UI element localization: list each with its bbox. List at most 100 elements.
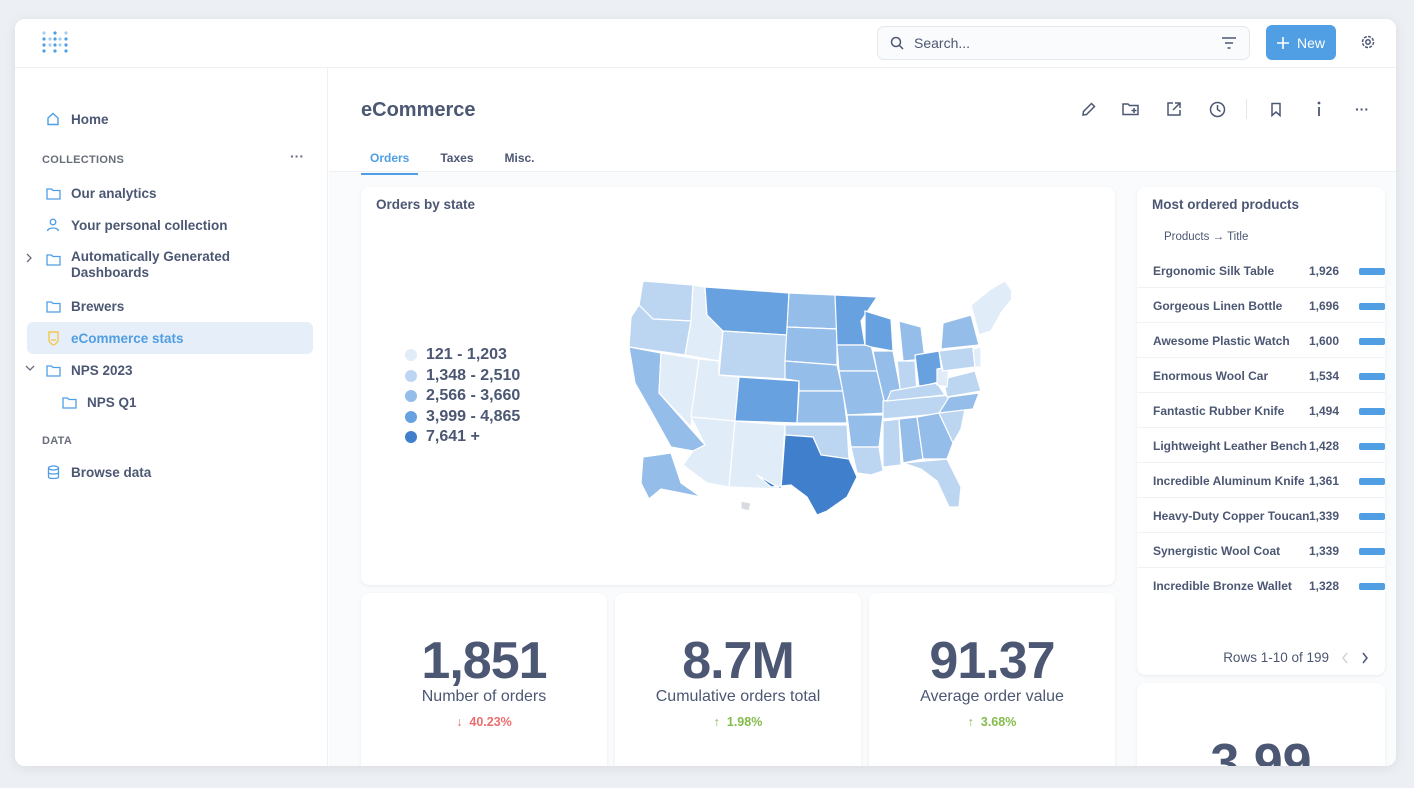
share-button[interactable] bbox=[1160, 95, 1188, 123]
scalar-delta: ↑ 1.98% bbox=[615, 715, 861, 729]
table-row[interactable]: Incredible Bronze Wallet 1,328 bbox=[1137, 568, 1385, 603]
table-row[interactable]: Heavy-Duty Copper Toucan 1,339 bbox=[1137, 498, 1385, 533]
table-row[interactable]: Ergonomic Silk Table 1,926 bbox=[1137, 253, 1385, 288]
add-to-collection-button[interactable] bbox=[1117, 95, 1145, 123]
cumulative-orders-total-card[interactable]: 8.7M Cumulative orders total ↑ 1.98% bbox=[615, 593, 861, 766]
state-ak[interactable] bbox=[640, 452, 702, 500]
folder-icon bbox=[45, 187, 61, 200]
sidebar-item-ecommerce-stats[interactable]: eCommerce stats bbox=[27, 322, 313, 354]
state-va[interactable] bbox=[942, 370, 982, 398]
tab-misc[interactable]: Misc. bbox=[504, 151, 535, 165]
sidebar: Home COLLECTIONS ··· Our analytics Your … bbox=[15, 68, 328, 766]
table-row[interactable]: Lightweight Leather Bench 1,428 bbox=[1137, 428, 1385, 463]
tab-orders[interactable]: Orders bbox=[361, 149, 419, 175]
chevron-right-icon[interactable] bbox=[25, 253, 33, 263]
state-nm[interactable] bbox=[728, 420, 786, 490]
folder-icon bbox=[45, 364, 61, 377]
scalar-value: 3.99 bbox=[1210, 734, 1312, 766]
history-button[interactable] bbox=[1203, 95, 1231, 123]
sidebar-item-browse-data[interactable]: Browse data bbox=[27, 456, 313, 488]
pencil-icon bbox=[1081, 101, 1096, 116]
scalar-delta: ↑ 3.68% bbox=[869, 715, 1115, 729]
tab-taxes[interactable]: Taxes bbox=[440, 151, 474, 165]
chevron-right-icon[interactable] bbox=[1361, 652, 1369, 664]
search-bar[interactable]: Search... bbox=[877, 26, 1250, 60]
state-mn[interactable] bbox=[834, 294, 879, 346]
delta-value: 1.98% bbox=[726, 715, 763, 729]
chevron-down-icon[interactable] bbox=[25, 364, 35, 372]
number-of-orders-card[interactable]: 1,851 Number of orders ↓ 40.23% bbox=[361, 593, 607, 766]
legend-swatch bbox=[405, 349, 417, 362]
dashboard-title[interactable]: eCommerce bbox=[361, 99, 476, 121]
info-button[interactable] bbox=[1305, 95, 1333, 123]
table-row[interactable]: Fantastic Rubber Knife 1,494 bbox=[1137, 393, 1385, 428]
legend-label: 3,999 - 4,865 bbox=[426, 407, 521, 425]
sidebar-item-home[interactable]: Home bbox=[27, 103, 313, 135]
more-options-button[interactable]: ··· bbox=[1355, 101, 1369, 117]
edit-button[interactable] bbox=[1074, 95, 1102, 123]
orders-by-state-card[interactable]: Orders by state 121 - 1,203 1,348 - 2,51… bbox=[361, 187, 1115, 585]
table-row[interactable]: Incredible Aluminum Knife 1,361 bbox=[1137, 463, 1385, 498]
sidebar-item-auto-dashboards[interactable]: Automatically Generated Dashboards bbox=[25, 249, 313, 289]
state-ny[interactable] bbox=[940, 314, 980, 350]
scalar-label: Number of orders bbox=[421, 688, 547, 705]
most-ordered-products-card[interactable]: Most ordered products Products → Title E… bbox=[1137, 187, 1385, 675]
cell-title: Ergonomic Silk Table bbox=[1153, 264, 1275, 278]
partial-scalar-card[interactable]: 3.99 bbox=[1137, 683, 1385, 766]
table-row[interactable]: Awesome Plastic Watch 1,600 bbox=[1137, 323, 1385, 358]
us-map[interactable] bbox=[621, 275, 1011, 515]
state-tx[interactable] bbox=[756, 434, 858, 515]
delta-value: 3.68% bbox=[980, 715, 1017, 729]
state-co[interactable] bbox=[734, 376, 800, 424]
sidebar-item-label: Your personal collection bbox=[71, 217, 228, 233]
filter-icon[interactable] bbox=[1221, 36, 1237, 50]
dashboard-area: eCommerce ··· Orders Taxes Misc. Orders … bbox=[329, 68, 1396, 766]
state-nc[interactable] bbox=[937, 392, 980, 414]
cell-title: Lightweight Leather Bench bbox=[1153, 439, 1308, 453]
state-wy[interactable] bbox=[718, 330, 788, 380]
legend-label: 121 - 1,203 bbox=[426, 346, 507, 364]
state-wi[interactable] bbox=[864, 310, 894, 352]
state-pa[interactable] bbox=[938, 346, 976, 372]
new-button[interactable]: New bbox=[1266, 25, 1336, 60]
state-ms[interactable] bbox=[882, 418, 902, 468]
search-input[interactable]: Search... bbox=[914, 35, 971, 51]
state-ar[interactable] bbox=[846, 414, 884, 448]
collections-more-icon[interactable]: ··· bbox=[290, 148, 304, 164]
state-ky[interactable] bbox=[886, 382, 947, 402]
sidebar-item-our-analytics[interactable]: Our analytics bbox=[27, 177, 313, 209]
sidebar-item-brewers[interactable]: Brewers bbox=[27, 290, 313, 322]
state-la[interactable] bbox=[850, 446, 884, 476]
cell-count: 1,428 bbox=[1308, 439, 1339, 453]
state-fl[interactable] bbox=[902, 458, 962, 508]
official-collection-icon bbox=[47, 330, 59, 346]
table-row[interactable]: Enormous Wool Car 1,534 bbox=[1137, 358, 1385, 393]
state-nv[interactable] bbox=[658, 352, 700, 429]
sidebar-item-nps-q1[interactable]: NPS Q1 bbox=[27, 386, 313, 418]
state-ks[interactable] bbox=[796, 390, 848, 424]
chevron-left-icon[interactable] bbox=[1341, 652, 1349, 664]
metabase-logo[interactable] bbox=[41, 30, 69, 54]
cell-count: 1,328 bbox=[1308, 579, 1339, 593]
state-nj[interactable] bbox=[972, 346, 982, 368]
state-hi[interactable] bbox=[740, 500, 752, 512]
sidebar-item-label: Home bbox=[71, 111, 109, 127]
sidebar-item-nps-2023[interactable]: NPS 2023 bbox=[25, 354, 313, 386]
cell-count: 1,339 bbox=[1308, 509, 1339, 523]
state-nd[interactable] bbox=[786, 292, 838, 330]
average-order-value-card[interactable]: 91.37 Average order value ↑ 3.68% bbox=[869, 593, 1115, 766]
arrow-down-icon: ↓ bbox=[456, 715, 463, 729]
arrow-up-icon: ↑ bbox=[713, 715, 720, 729]
column-header[interactable]: Products → Title bbox=[1164, 231, 1249, 243]
state-ia[interactable] bbox=[836, 344, 878, 372]
state-new-england[interactable] bbox=[970, 280, 1011, 336]
table-row[interactable]: Synergistic Wool Coat 1,339 bbox=[1137, 533, 1385, 568]
mini-bar bbox=[1359, 338, 1385, 345]
sidebar-item-personal-collection[interactable]: Your personal collection bbox=[27, 209, 313, 241]
table-row[interactable]: Gorgeous Linen Bottle 1,696 bbox=[1137, 288, 1385, 323]
pagination: Rows 1-10 of 199 bbox=[1223, 650, 1369, 665]
bookmark-button[interactable] bbox=[1262, 95, 1290, 123]
state-sd[interactable] bbox=[784, 326, 838, 366]
gear-icon[interactable] bbox=[1359, 33, 1377, 51]
scalar-label: Average order value bbox=[920, 688, 1064, 705]
